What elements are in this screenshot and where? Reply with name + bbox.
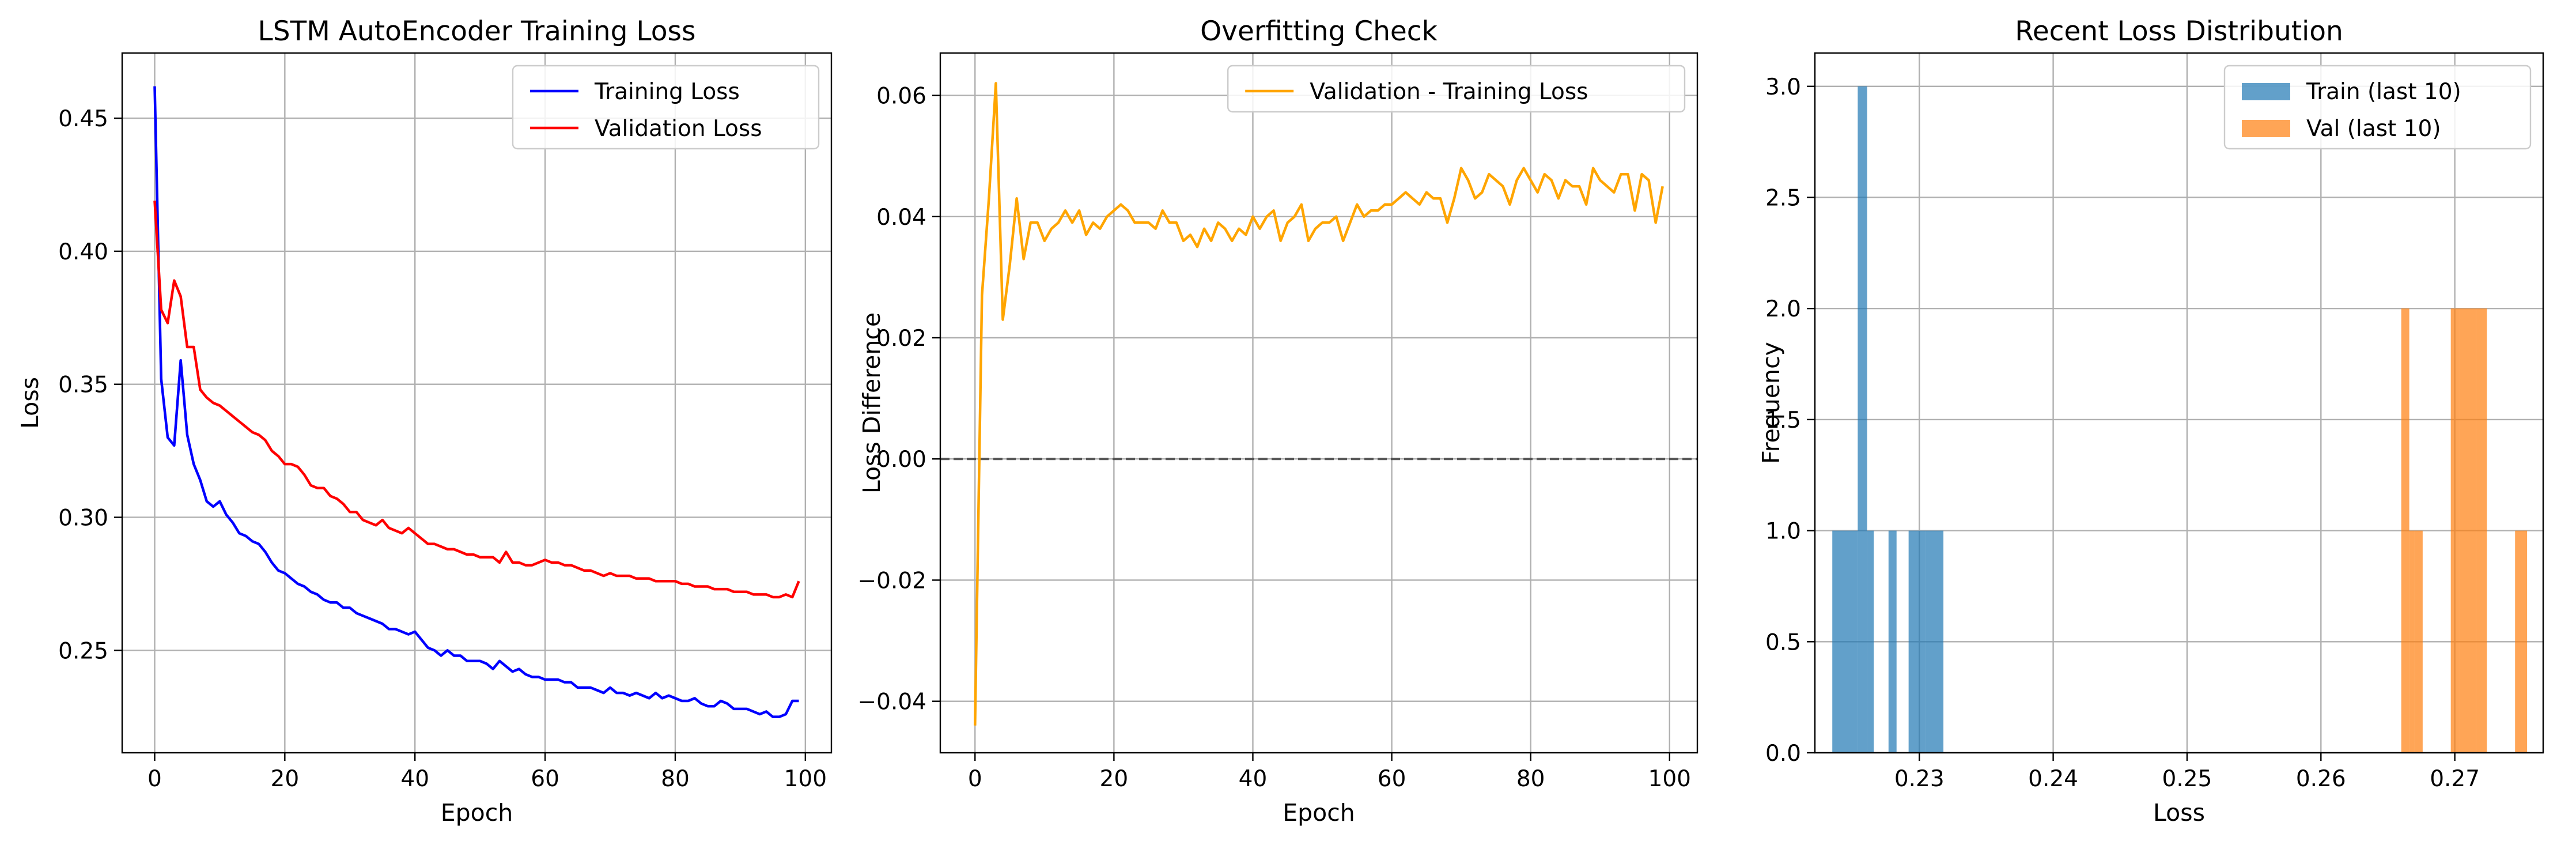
legend-label: Validation - Training Loss xyxy=(1310,79,1588,105)
y-tick-label: 0.5 xyxy=(1765,629,1801,655)
y-tick-label: 0.0 xyxy=(1765,741,1801,767)
y-tick-label: −0.02 xyxy=(857,568,926,594)
legend-label: Train (last 10) xyxy=(2306,79,2461,105)
x-tick-label: 0.26 xyxy=(2296,766,2346,792)
legend-swatch xyxy=(2242,120,2290,137)
series-line-1 xyxy=(153,86,799,718)
x-axis-label: Epoch xyxy=(1283,799,1355,827)
x-tick-label: 40 xyxy=(1239,766,1268,792)
histogram-bar xyxy=(1908,530,1926,753)
histogram-bar xyxy=(2515,530,2528,753)
histogram-bar xyxy=(1926,530,1944,753)
y-tick-label: 3.0 xyxy=(1765,74,1801,100)
x-tick-label: 0.27 xyxy=(2430,766,2480,792)
x-tick-label: 60 xyxy=(531,766,559,792)
x-tick-label: 0.25 xyxy=(2162,766,2212,792)
plot-area xyxy=(1832,86,2528,753)
y-tick-label: 0.25 xyxy=(58,638,108,664)
x-tick-label: 0 xyxy=(968,766,982,792)
x-axis-label: Epoch xyxy=(441,799,513,827)
plot-area xyxy=(940,82,1697,726)
legend-label: Training Loss xyxy=(594,79,740,105)
y-tick-label: −0.04 xyxy=(857,689,926,715)
x-tick-label: 80 xyxy=(1516,766,1545,792)
histogram-bar xyxy=(2401,308,2409,753)
legend-swatch xyxy=(2242,83,2290,100)
chart-panel-1: 0 20 40 60 80 100 0.25 0.30 0.35 0.40 0.45 LSTM Aut… xyxy=(16,16,833,827)
x-tick-label: 100 xyxy=(1648,766,1691,792)
x-tick-label: 40 xyxy=(400,766,429,792)
histogram-bar xyxy=(2476,308,2487,753)
axes-frame xyxy=(939,52,1699,754)
histogram-bar xyxy=(2409,530,2415,753)
y-tick-label: 1.0 xyxy=(1765,519,1801,545)
y-tick-label: 0.45 xyxy=(58,106,108,132)
y-tick-label: 0.35 xyxy=(58,372,108,398)
histogram-bar xyxy=(2450,308,2460,753)
x-tick-label: 100 xyxy=(784,766,827,792)
histogram-bar xyxy=(1858,86,1867,753)
histogram-bar xyxy=(1867,530,1874,753)
y-tick-label: 0.02 xyxy=(876,326,926,352)
histogram-bar xyxy=(2414,530,2423,753)
chart-panel-2: 0 20 40 60 80 100 −0.04 −0.02 0.00 0.02 0.04 0.06 Ov… xyxy=(857,16,1699,827)
series-line-2 xyxy=(153,201,800,599)
x-tick-label: 80 xyxy=(661,766,690,792)
chart-panel-3: 0.23 0.24 0.25 0.26 0.27 0.0 0.5 1.0 1.5 2.0 2.5 3.… xyxy=(1757,16,2544,827)
axes-frame xyxy=(121,52,833,754)
x-axis-label: Loss xyxy=(2153,799,2205,827)
y-tick-label: 2.5 xyxy=(1765,186,1801,212)
histogram-bar xyxy=(2460,308,2476,753)
series-line-1 xyxy=(974,82,1664,726)
chart-title: Overfitting Check xyxy=(1200,16,1438,47)
legend-box xyxy=(1227,65,1686,113)
axes-frame xyxy=(1814,52,2544,754)
x-tick-label: 0.23 xyxy=(1894,766,1945,792)
legend-box xyxy=(512,65,820,150)
chart-title: Recent Loss Distribution xyxy=(2015,16,2343,47)
y-tick-label: 0.04 xyxy=(876,205,926,231)
y-tick-label: 0.40 xyxy=(58,239,108,265)
y-tick-label: 0.30 xyxy=(58,505,108,531)
x-tick-label: 20 xyxy=(271,766,300,792)
legend: Training Loss Validation Loss xyxy=(512,65,820,150)
legend-box xyxy=(2223,65,2532,150)
y-axis-label: Loss Difference xyxy=(858,312,886,493)
x-tick-label: 60 xyxy=(1378,766,1406,792)
chart-title: LSTM AutoEncoder Training Loss xyxy=(258,16,696,47)
y-tick-label: 0.06 xyxy=(876,84,926,110)
y-tick-label: 1.5 xyxy=(1765,408,1801,433)
y-tick-label: 2.0 xyxy=(1765,296,1801,322)
histogram-bar xyxy=(1888,530,1897,753)
histogram-bar xyxy=(1832,530,1858,753)
gridlines xyxy=(122,53,831,753)
legend-label: Validation Loss xyxy=(595,116,762,142)
x-tick-label: 0.24 xyxy=(2028,766,2078,792)
legend-label: Val (last 10) xyxy=(2306,116,2441,142)
x-tick-label: 0 xyxy=(147,766,162,792)
legend: Validation - Training Loss xyxy=(1227,65,1686,113)
x-tick-label: 20 xyxy=(1100,766,1129,792)
legend: Train (last 10) Val (last 10) xyxy=(2223,65,2532,150)
y-axis-label: Frequency xyxy=(1757,342,1785,464)
y-axis-label: Loss xyxy=(16,377,44,429)
y-tick-label: 0.00 xyxy=(876,447,926,473)
plot-area xyxy=(153,86,800,718)
